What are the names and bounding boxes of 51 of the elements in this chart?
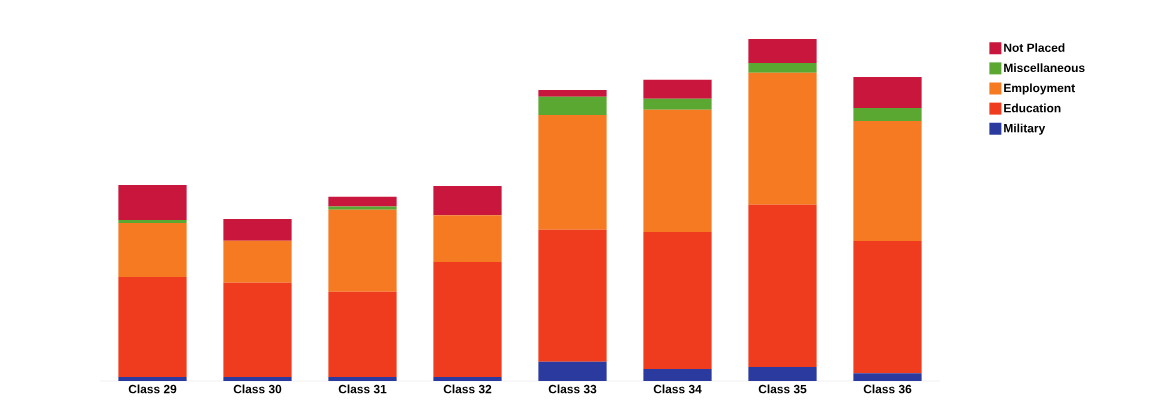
bar <box>643 369 712 381</box>
legend-label: Employment <box>1004 83 1075 95</box>
bar <box>328 206 397 210</box>
bar <box>223 218 292 241</box>
bar <box>538 114 607 230</box>
bar <box>643 109 712 232</box>
bar <box>118 376 187 381</box>
x-tick-label: Class 30 <box>233 384 282 394</box>
bar <box>853 241 922 374</box>
bar <box>643 79 712 99</box>
bar <box>538 229 607 362</box>
x-tick-label: Class 31 <box>338 384 387 394</box>
bar <box>118 277 187 377</box>
bar <box>328 291 397 377</box>
x-tick-label: Class 29 <box>128 384 177 394</box>
legend-label: Military <box>1004 123 1046 135</box>
bar <box>853 121 922 242</box>
bar <box>118 185 187 220</box>
bar <box>328 196 397 207</box>
bar <box>853 108 922 122</box>
bar <box>328 376 397 381</box>
x-tick-label: Class 33 <box>548 384 597 394</box>
bar <box>748 62 817 73</box>
x-tick-label: Class 34 <box>653 384 702 394</box>
bar <box>538 96 607 115</box>
bar <box>748 72 817 205</box>
legend-label: Education <box>1004 103 1061 113</box>
bar <box>223 282 292 377</box>
bar <box>748 366 817 381</box>
x-tick-label: Class 36 <box>863 384 912 394</box>
bar <box>853 373 922 381</box>
bar <box>433 376 502 381</box>
bar <box>643 231 712 370</box>
bar <box>433 215 502 262</box>
bar <box>538 89 607 97</box>
bar <box>223 240 292 283</box>
bar <box>118 223 187 278</box>
bar <box>118 219 187 223</box>
bar <box>748 204 817 367</box>
bar <box>643 98 712 110</box>
x-tick-label: Class 32 <box>443 384 492 394</box>
bar <box>433 186 502 216</box>
legend-label: Miscellaneous <box>1004 63 1085 73</box>
bar <box>328 209 397 292</box>
bar <box>853 76 922 109</box>
x-tick-label: Class 35 <box>758 384 807 394</box>
legend-label: Not Placed <box>1004 43 1065 52</box>
bar <box>538 361 607 381</box>
bar <box>223 376 292 381</box>
bar <box>433 261 502 377</box>
bar <box>748 39 817 63</box>
